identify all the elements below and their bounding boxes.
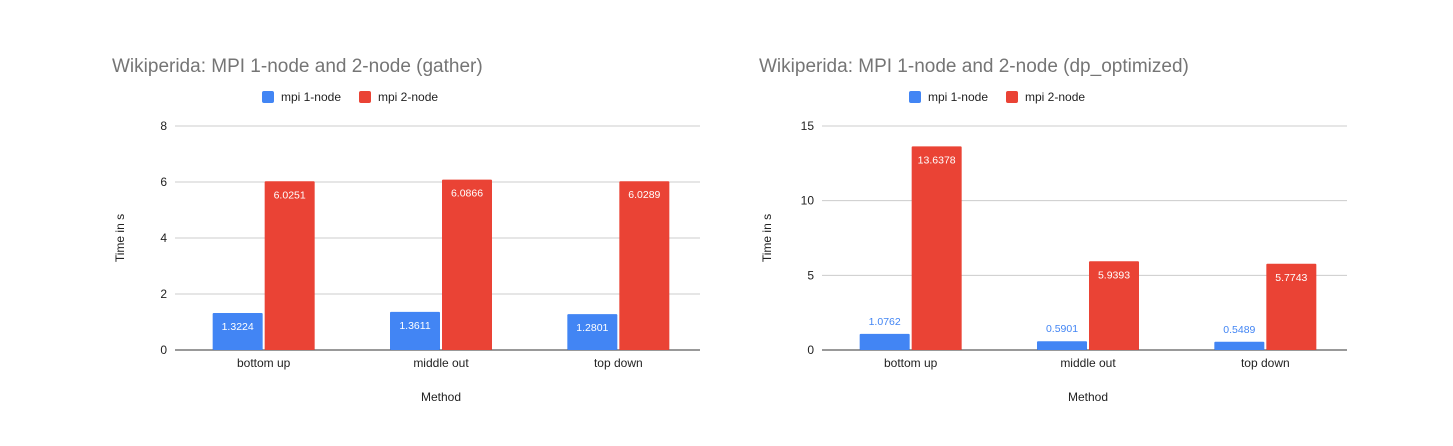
data-label: 1.3224: [222, 321, 254, 333]
y-tick-label: 8: [160, 119, 167, 133]
x-tick-label: middle out: [413, 356, 469, 370]
chart-legend: mpi 1-node mpi 2-node: [647, 90, 1347, 104]
x-tick-label: top down: [1241, 356, 1290, 370]
chart-gather: Wikiperida: MPI 1-node and 2-node (gathe…: [0, 0, 700, 446]
bar-mpi-2-node: [1266, 263, 1317, 350]
bar-mpi-2-node: [442, 179, 492, 350]
legend-item-mpi-1-node[interactable]: mpi 1-node: [908, 90, 988, 104]
legend-item-mpi-2-node[interactable]: mpi 2-node: [1006, 90, 1085, 104]
data-label: 6.0251: [274, 189, 306, 201]
y-tick-label: 6: [160, 175, 167, 189]
y-tick-label: 2: [160, 287, 167, 301]
y-tick-label: 4: [160, 231, 167, 245]
chart-title: Wikiperida: MPI 1-node and 2-node (gathe…: [112, 56, 483, 77]
data-label: 13.6378: [918, 154, 956, 166]
legend-label: mpi 1-node: [927, 90, 988, 104]
x-tick-label: top down: [594, 356, 643, 370]
legend-item-mpi-2-node[interactable]: mpi 2-node: [359, 90, 438, 104]
data-label: 6.0289: [628, 189, 660, 201]
x-axis-title: Method: [1068, 390, 1108, 404]
bar-mpi-1-node: [567, 314, 618, 350]
y-tick-label: 10: [801, 194, 815, 208]
data-label: 1.2801: [576, 322, 608, 334]
legend-item-mpi-1-node[interactable]: mpi 1-node: [261, 90, 341, 104]
legend-swatch-mpi-2-node: [359, 91, 371, 103]
chart-title: Wikiperida: MPI 1-node and 2-node (dp_op…: [759, 56, 1189, 77]
bar-mpi-1-node: [1037, 341, 1087, 350]
legend-label: mpi 2-node: [1025, 90, 1086, 104]
plot-area: 0 2 4 6 8 Time in s Method bottom up 1.3224 6.025…: [113, 119, 700, 404]
data-label: 6.0866: [451, 188, 483, 200]
x-tick-label: bottom up: [237, 356, 291, 370]
y-tick-label: 0: [160, 343, 167, 357]
x-tick-label: bottom up: [884, 356, 938, 370]
bar-mpi-1-node: [390, 311, 440, 350]
x-tick-label: middle out: [1060, 356, 1116, 370]
legend-label: mpi 1-node: [280, 90, 341, 104]
chart-dp-optimized: Wikiperida: MPI 1-node and 2-node (dp_op…: [647, 0, 1347, 446]
y-axis-title: Time in s: [760, 214, 774, 262]
legend-swatch-mpi-1-node: [261, 91, 274, 103]
y-tick-label: 15: [801, 119, 815, 133]
data-label: 1.3611: [399, 320, 430, 332]
bar-mpi-1-node: [1214, 341, 1265, 350]
data-label: 0.5489: [1223, 324, 1255, 336]
y-tick-label: 5: [807, 268, 814, 282]
legend-swatch-mpi-1-node: [908, 91, 921, 103]
data-label: 1.0762: [869, 316, 901, 328]
data-label: 0.5901: [1046, 323, 1078, 335]
y-axis-title: Time in s: [113, 214, 127, 262]
chart-legend: mpi 1-node mpi 2-node: [0, 90, 700, 104]
y-tick-label: 0: [807, 343, 814, 357]
legend-swatch-mpi-2-node: [1006, 91, 1018, 103]
bar-mpi-2-node: [1089, 261, 1139, 350]
bar-mpi-2-node: [911, 146, 962, 350]
bar-mpi-1-node: [212, 312, 263, 350]
data-label: 5.7743: [1275, 272, 1307, 284]
bar-mpi-2-node: [619, 181, 670, 350]
x-axis-title: Method: [421, 390, 461, 404]
bar-mpi-1-node: [859, 333, 910, 350]
legend-label: mpi 2-node: [378, 90, 439, 104]
plot-area: 0 5 10 15 Time in s Method bottom up 1.0762 13.6…: [760, 119, 1347, 404]
bar-mpi-2-node: [264, 181, 315, 350]
data-label: 5.9393: [1098, 269, 1130, 281]
